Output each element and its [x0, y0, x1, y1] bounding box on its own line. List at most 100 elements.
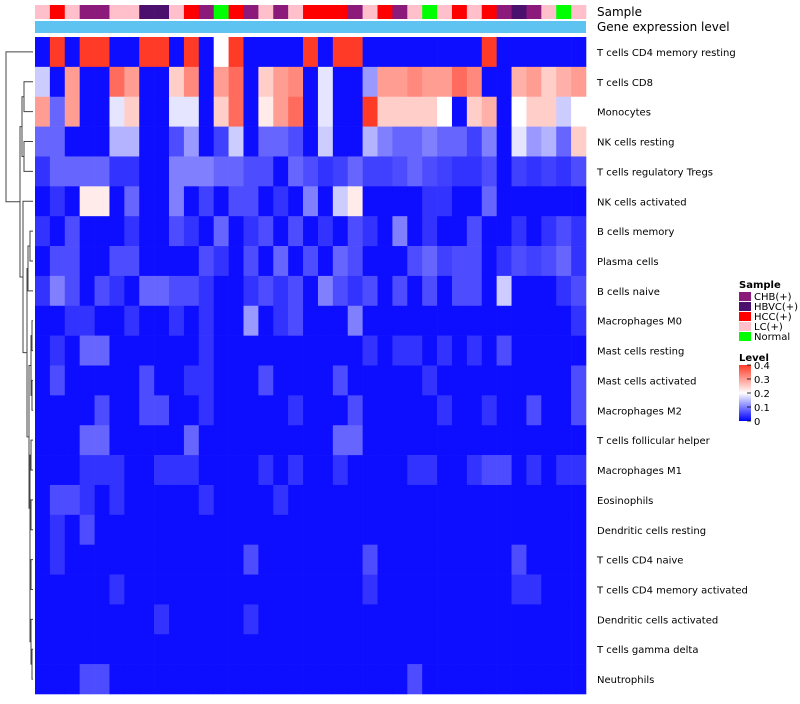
heatmap-cell — [228, 634, 244, 665]
heatmap-cell — [392, 216, 408, 247]
heatmap-cell — [451, 156, 468, 187]
heatmap-cell — [273, 335, 289, 366]
heatmap-cell — [94, 37, 110, 68]
sample-annotation-cell — [496, 5, 512, 19]
heatmap-cell — [317, 126, 334, 157]
heatmap-cell — [481, 514, 497, 545]
heatmap-cell — [49, 335, 66, 366]
heatmap-cell — [496, 574, 512, 605]
heatmap-cell — [139, 395, 155, 426]
heatmap-cell — [303, 216, 319, 247]
heatmap-cell — [392, 514, 408, 545]
heatmap-cell — [496, 305, 512, 336]
heatmap-cell — [422, 604, 438, 635]
heatmap-cell — [332, 246, 349, 277]
heatmap-cell — [526, 574, 542, 605]
row-label: NK cells activated — [597, 197, 687, 208]
heatmap-cell — [124, 275, 140, 307]
heatmap-cell — [183, 395, 200, 426]
heatmap-cell — [213, 395, 229, 426]
heatmap-cell — [258, 66, 274, 98]
heatmap-cell — [213, 216, 229, 247]
sample-annotation-cell — [35, 5, 51, 19]
heatmap-cell — [169, 574, 185, 605]
heatmap-cell — [362, 275, 378, 307]
heatmap-cell — [49, 275, 66, 307]
heatmap-cell — [213, 365, 229, 396]
heatmap-cell — [258, 604, 274, 635]
heatmap-cell — [243, 156, 259, 187]
heatmap-cell — [392, 96, 408, 127]
heatmap-cell — [541, 604, 557, 635]
heatmap-cell — [556, 455, 572, 486]
heatmap-cell — [422, 664, 438, 695]
heatmap-cell — [526, 96, 542, 127]
heatmap-cell — [526, 514, 542, 545]
heatmap-cell — [481, 156, 497, 187]
heatmap-cell — [392, 275, 408, 307]
heatmap-cell — [183, 514, 200, 545]
heatmap-cell — [109, 66, 125, 98]
heatmap-cell — [571, 335, 587, 366]
heatmap-cell — [422, 305, 438, 336]
row-label: B cells memory — [597, 227, 674, 238]
heatmap-cell — [288, 156, 304, 187]
heatmap-cell — [139, 156, 155, 187]
heatmap-cell — [124, 634, 140, 665]
heatmap-cell — [526, 246, 542, 277]
heatmap-cell — [526, 455, 542, 486]
heatmap-cell — [407, 37, 423, 68]
heatmap-cell — [481, 37, 497, 68]
heatmap-cell — [79, 156, 95, 187]
heatmap-cell — [362, 514, 378, 545]
heatmap-cell — [35, 604, 51, 635]
heatmap-cell — [347, 365, 363, 396]
heatmap-cell — [466, 275, 483, 307]
heatmap-cell — [243, 634, 259, 665]
sample-annotation-cell — [258, 5, 274, 19]
heatmap-cell — [213, 484, 229, 516]
heatmap-cell — [273, 484, 289, 516]
heatmap-cell — [496, 126, 512, 157]
row-label: T cells gamma delta — [596, 645, 698, 656]
heatmap-cell — [556, 216, 572, 247]
heatmap-cell — [124, 96, 140, 127]
dendrogram-branch — [30, 499, 33, 531]
heatmap-cell — [213, 275, 229, 307]
heatmap-cell — [392, 365, 408, 396]
heatmap-cell — [273, 604, 289, 635]
heatmap-cell — [64, 365, 80, 396]
heatmap-cell — [556, 484, 572, 516]
heatmap-cell — [273, 246, 289, 277]
sample-legend-label: CHB(+) — [754, 292, 792, 303]
heatmap-cell — [362, 96, 378, 127]
heatmap-cell — [377, 156, 393, 187]
heatmap-cell — [481, 484, 497, 516]
heatmap-cell — [541, 186, 557, 217]
heatmap-cell — [362, 216, 378, 247]
heatmap-cell — [258, 574, 274, 605]
heatmap-cell — [154, 305, 170, 336]
heatmap-cell — [79, 216, 95, 247]
heatmap-cell — [407, 305, 423, 336]
heatmap-cell — [64, 186, 80, 217]
heatmap-cell — [303, 126, 319, 157]
heatmap-cell — [258, 275, 274, 307]
heatmap-cell — [496, 455, 512, 486]
sample-annotation-cell — [392, 5, 408, 19]
sample-annotation-cell — [377, 5, 393, 19]
heatmap-cell — [213, 514, 229, 545]
heatmap-cell — [288, 634, 304, 665]
heatmap-cell — [481, 335, 497, 366]
sample-legend-swatch — [739, 292, 751, 301]
heatmap-cell — [228, 484, 244, 516]
heatmap-cell — [571, 246, 587, 277]
heatmap-cell — [347, 37, 363, 68]
heatmap-cell — [228, 574, 244, 605]
heatmap-cell — [481, 216, 497, 247]
heatmap-cell — [407, 335, 423, 366]
heatmap-cell — [228, 305, 244, 336]
heatmap-cell — [317, 664, 334, 695]
heatmap-cell — [422, 96, 438, 127]
heatmap-cell — [288, 544, 304, 575]
